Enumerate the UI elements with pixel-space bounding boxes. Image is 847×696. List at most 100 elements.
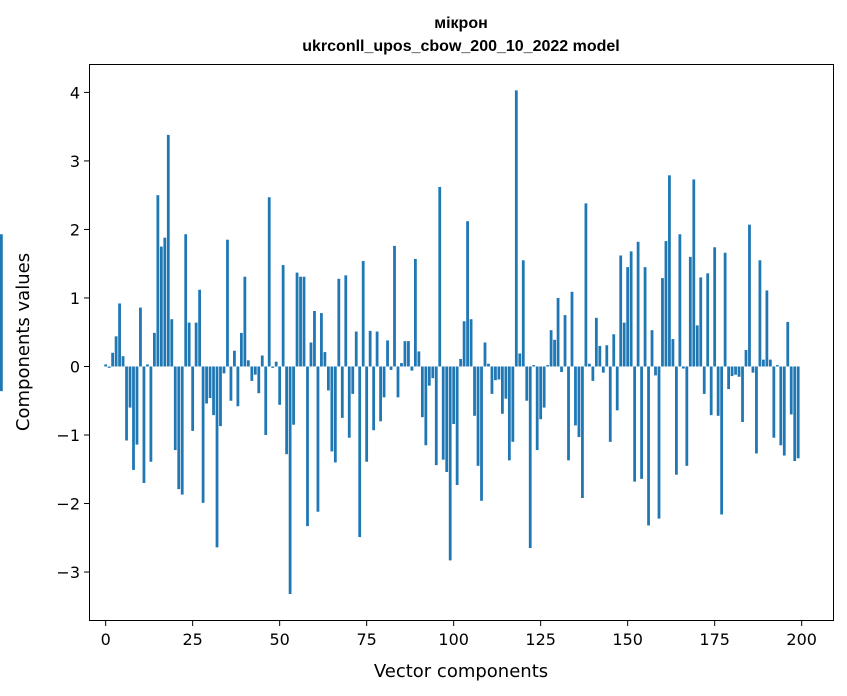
- bar-37: [233, 350, 236, 367]
- bar-85: [400, 363, 403, 367]
- x-tick-label-50: 50: [269, 630, 289, 649]
- bar-180: [730, 366, 734, 377]
- bar-189: [762, 359, 765, 367]
- y-tick-label-4: 4: [70, 83, 80, 102]
- bar-172: [702, 366, 706, 394]
- y-tick-label-2: 2: [70, 220, 80, 239]
- bar-4: [118, 303, 121, 367]
- bar-35: [226, 239, 229, 367]
- bar-96: [438, 186, 442, 367]
- bar-75: [365, 366, 369, 462]
- bar-10: [139, 307, 142, 367]
- bar-171: [699, 277, 703, 367]
- bar-20: [173, 366, 177, 451]
- bar-99: [448, 366, 452, 561]
- bar-110: [487, 363, 490, 367]
- x-tick-label-200: 200: [786, 630, 817, 649]
- bar-151: [629, 251, 633, 367]
- bar-12: [146, 364, 149, 367]
- bar-150: [626, 267, 630, 367]
- bar-26: [194, 322, 198, 367]
- bar-162: [668, 175, 671, 367]
- bar-1: [107, 366, 111, 368]
- bar-76: [368, 330, 372, 367]
- bar-160: [661, 278, 664, 367]
- bar-21: [177, 366, 181, 490]
- bar-22: [180, 366, 184, 495]
- bar-19: [170, 319, 174, 367]
- bar-0: [104, 364, 108, 367]
- bar-3: [114, 336, 118, 367]
- bar-156: [647, 366, 650, 526]
- bar-181: [734, 366, 737, 375]
- bar-97: [441, 366, 445, 460]
- x-tick-label-75: 75: [356, 630, 376, 649]
- bar-66: [333, 366, 337, 463]
- bar-25: [191, 366, 195, 431]
- bar-80: [382, 366, 386, 398]
- bar-155: [643, 267, 647, 367]
- y-axis-label: Components values: [13, 253, 34, 431]
- bar-64: [326, 366, 330, 391]
- bar-195: [782, 366, 786, 456]
- bar-86: [403, 341, 407, 367]
- x-axis-label: Vector components: [374, 661, 548, 682]
- bar-81: [386, 340, 389, 367]
- bar-188: [758, 260, 762, 367]
- bar-164: [675, 366, 678, 475]
- bar-145: [608, 366, 612, 442]
- bar-68: [340, 366, 344, 418]
- x-tick-label-175: 175: [699, 630, 730, 649]
- bar-7: [128, 366, 132, 408]
- x-tick-label-125: 125: [525, 630, 556, 649]
- bar-24: [187, 322, 191, 367]
- bar-38: [236, 366, 240, 407]
- bar-175: [713, 247, 717, 367]
- bar-122: [528, 366, 532, 549]
- bar-173: [706, 273, 710, 367]
- bar-115: [504, 366, 508, 399]
- bar-undefined: [0, 366, 3, 392]
- bar-108: [480, 366, 483, 501]
- bar-33: [219, 366, 222, 427]
- bar-198: [793, 366, 797, 462]
- bar-41: [246, 360, 250, 367]
- bar-15: [156, 195, 160, 367]
- bar-73: [358, 366, 362, 538]
- bar-138: [584, 203, 588, 367]
- bar-65: [330, 366, 334, 452]
- bar-114: [501, 366, 504, 414]
- bar-183: [741, 366, 744, 422]
- bar-94: [431, 366, 435, 379]
- bar-190: [765, 290, 769, 367]
- bar-118: [514, 90, 518, 367]
- bar-40: [243, 276, 247, 367]
- y-tick-label--2: −2: [56, 495, 80, 514]
- bar-176: [716, 366, 720, 416]
- bar-126: [542, 366, 546, 408]
- bar-128: [549, 330, 553, 367]
- x-tick-label-25: 25: [182, 630, 202, 649]
- bar-11: [142, 366, 146, 483]
- bar-91: [420, 366, 424, 418]
- bar-47: [267, 197, 271, 367]
- bar-52: [285, 366, 289, 455]
- bar-102: [459, 358, 463, 367]
- bar-167: [685, 366, 689, 466]
- bar-142: [598, 345, 602, 367]
- bar-5: [121, 356, 125, 367]
- bar-121: [525, 366, 529, 401]
- bar-18: [166, 134, 170, 367]
- bar-62: [320, 313, 323, 367]
- bar-71: [351, 366, 355, 394]
- bar-148: [619, 255, 623, 367]
- bar-116: [507, 366, 511, 461]
- bar-72: [354, 331, 358, 367]
- y-tick-label--1: −1: [56, 426, 80, 445]
- bar-63: [323, 352, 327, 367]
- bar-165: [678, 234, 682, 367]
- chart-title-line1: мікрон: [434, 15, 488, 32]
- bar-39: [239, 332, 243, 367]
- bar-90: [417, 351, 421, 367]
- bar-123: [532, 365, 536, 367]
